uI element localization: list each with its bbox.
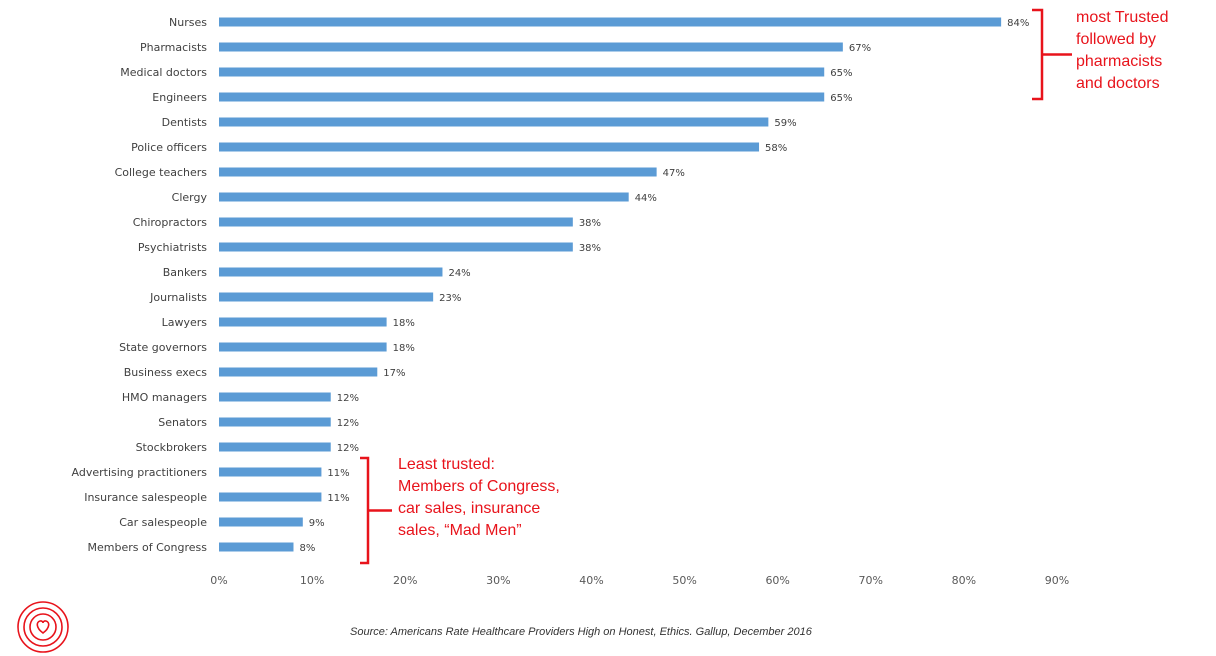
bar xyxy=(219,17,1002,27)
category-label: Insurance salespeople xyxy=(84,491,207,504)
category-label: Chiropractors xyxy=(133,216,208,229)
value-label: 24% xyxy=(448,268,470,279)
logo-ring-inner xyxy=(29,613,57,641)
bar xyxy=(219,367,378,377)
value-label: 8% xyxy=(299,543,315,554)
value-label: 38% xyxy=(579,218,601,229)
bar xyxy=(219,342,387,352)
category-label: HMO managers xyxy=(122,391,207,404)
bracket-group xyxy=(360,8,1072,565)
x-tick-label: 0% xyxy=(210,574,227,587)
category-label: Lawyers xyxy=(162,316,208,329)
x-tick-label: 60% xyxy=(765,574,789,587)
category-label: Psychiatrists xyxy=(138,241,207,254)
logo-heart xyxy=(36,620,50,634)
trust-bar-chart: Nurses 84% Pharmacists 67% Medical doctors 65… xyxy=(72,8,1072,587)
x-tick-label: 50% xyxy=(672,574,696,587)
bar xyxy=(219,467,322,477)
bar xyxy=(219,217,573,227)
category-label: Dentists xyxy=(162,116,208,129)
bar xyxy=(219,442,331,452)
value-label: 47% xyxy=(663,168,685,179)
least-trusted-bracket xyxy=(360,456,392,565)
category-label: Pharmacists xyxy=(140,41,207,54)
category-label: Engineers xyxy=(152,91,207,104)
bar xyxy=(219,192,629,202)
bar xyxy=(219,292,434,302)
value-label: 18% xyxy=(393,343,415,354)
bar xyxy=(219,167,657,177)
annotation-line: most Trusted xyxy=(1076,9,1169,26)
bar xyxy=(219,542,294,552)
annotation-line: and doctors xyxy=(1076,75,1160,92)
x-tick-label: 90% xyxy=(1045,574,1069,587)
least-trusted-annotation: Least trusted: Members of Congress, car … xyxy=(398,454,560,542)
bar xyxy=(219,117,769,127)
annotation-line: sales, “Mad Men” xyxy=(398,522,522,539)
category-label: Members of Congress xyxy=(88,541,208,554)
bar xyxy=(219,317,387,327)
x-tick-label: 20% xyxy=(393,574,417,587)
value-label: 84% xyxy=(1007,18,1029,29)
x-tick-label: 40% xyxy=(579,574,603,587)
annotation-line: car sales, insurance xyxy=(398,500,541,517)
category-label: Police officers xyxy=(131,141,207,154)
annotation-line: Members of Congress, xyxy=(398,478,560,495)
value-label: 17% xyxy=(383,368,405,379)
value-label: 65% xyxy=(830,68,852,79)
value-label: 58% xyxy=(765,143,787,154)
category-label: Journalists xyxy=(149,291,207,304)
bar xyxy=(219,267,443,277)
bar xyxy=(219,517,303,527)
category-label: Car salespeople xyxy=(119,516,207,529)
value-label: 65% xyxy=(830,93,852,104)
value-label: 9% xyxy=(309,518,325,529)
value-label: 59% xyxy=(774,118,796,129)
x-tick-label: 70% xyxy=(859,574,883,587)
category-label: Stockbrokers xyxy=(136,441,208,454)
most-trusted-annotation: most Trusted followed by pharmacists and… xyxy=(1076,7,1168,95)
bar xyxy=(219,392,331,402)
category-label: Clergy xyxy=(172,191,208,204)
bars-group: Nurses 84% Pharmacists 67% Medical doctors 65… xyxy=(72,16,1070,587)
source-note: Source: Americans Rate Healthcare Provid… xyxy=(350,626,812,638)
category-label: Advertising practitioners xyxy=(72,466,208,479)
category-label: Business execs xyxy=(124,366,208,379)
annotation-line: followed by xyxy=(1076,31,1157,48)
bar xyxy=(219,242,573,252)
bar xyxy=(219,142,760,152)
logo-ring-middle xyxy=(23,607,63,647)
annotation-line: Least trusted: xyxy=(398,456,495,473)
value-label: 11% xyxy=(327,468,349,479)
category-label: Nurses xyxy=(169,16,207,29)
bar xyxy=(219,417,331,427)
value-label: 67% xyxy=(849,43,871,54)
bar xyxy=(219,42,843,52)
value-label: 44% xyxy=(635,193,657,204)
bar xyxy=(219,492,322,502)
x-tick-label: 80% xyxy=(952,574,976,587)
category-label: College teachers xyxy=(115,166,208,179)
value-label: 12% xyxy=(337,443,359,454)
value-label: 38% xyxy=(579,243,601,254)
most-trusted-bracket xyxy=(1032,8,1072,101)
x-tick-label: 10% xyxy=(300,574,324,587)
value-label: 11% xyxy=(327,493,349,504)
category-label: Medical doctors xyxy=(120,66,207,79)
annotation-line: pharmacists xyxy=(1076,53,1163,70)
bar xyxy=(219,92,825,102)
heart-logo-icon xyxy=(17,601,69,653)
logo-ring-outer xyxy=(17,601,69,653)
x-tick-label: 30% xyxy=(486,574,510,587)
bar xyxy=(219,67,825,77)
value-label: 23% xyxy=(439,293,461,304)
category-label: Bankers xyxy=(163,266,208,279)
value-label: 12% xyxy=(337,393,359,404)
value-label: 12% xyxy=(337,418,359,429)
category-label: Senators xyxy=(158,416,207,429)
category-label: State governors xyxy=(119,341,207,354)
value-label: 18% xyxy=(393,318,415,329)
